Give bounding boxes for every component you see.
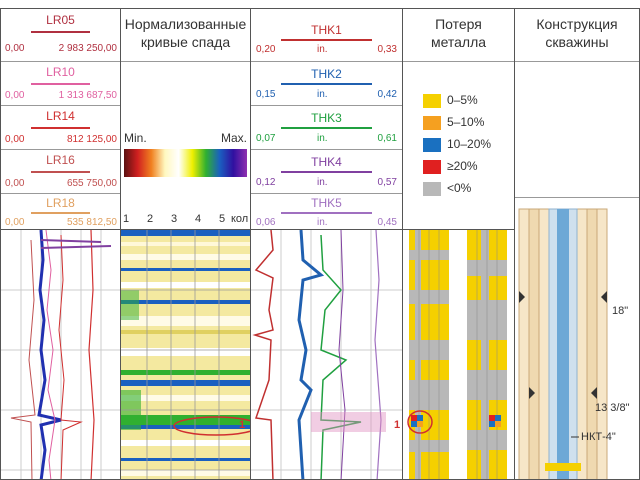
- color-scale-bar: [124, 149, 247, 177]
- lr16-min: 0,00: [5, 178, 25, 189]
- thk2-min: 0,15: [256, 89, 276, 100]
- decay-track: Нормализованные кривые спада Min. Max. 1…: [120, 8, 251, 480]
- thk1-label: THK1: [311, 23, 342, 37]
- metal-loss-track: Потеря металла 0–5% 5–10% 10–20% ≥20% <0…: [402, 8, 515, 480]
- legend-swatch-blue: [423, 137, 441, 152]
- metal-loss-strips: [407, 230, 507, 479]
- well-title-line1: Конструкция: [536, 16, 618, 32]
- lr18-max: 535 812,50: [66, 217, 117, 228]
- lr-track: LR05 0,00 2 983 250,00 LR10 0,00 1 313 6…: [0, 8, 121, 480]
- lr16-header: LR16 0,00 655 750,00: [1, 149, 120, 194]
- thk3-max: 0,61: [377, 133, 397, 144]
- scale-max-label: Max.: [220, 131, 247, 145]
- thk2-max: 0,42: [377, 89, 397, 100]
- lr05-min: 0,00: [5, 43, 25, 54]
- lr10-label: LR10: [46, 65, 75, 79]
- legend-ge20: ≥20%: [423, 155, 508, 177]
- well-schematic: [518, 208, 608, 479]
- well-title-line2: скважины: [545, 34, 609, 50]
- scale-min-label: Min.: [124, 131, 147, 145]
- thk-track: THK1 0,20 in. 0,33 THK2 0,15 in. 0,42 TH…: [250, 8, 403, 480]
- thk5-max: 0,45: [377, 217, 397, 228]
- decay-heatmap: [121, 230, 250, 479]
- lr16-label: LR16: [46, 153, 75, 167]
- tick-1: 1: [123, 213, 130, 225]
- thk4-header: THK4 0,12 in. 0,57: [251, 149, 402, 194]
- lr16-max: 655 750,00: [66, 178, 117, 189]
- thk1-header: THK1 0,20 in. 0,33: [251, 9, 402, 62]
- metal-loss-legend: 0–5% 5–10% 10–20% ≥20% <0%: [423, 89, 508, 199]
- lr05-header: LR05 0,00 2 983 250,00: [1, 9, 120, 62]
- legend-5-10: 5–10%: [423, 111, 508, 133]
- lr18-header: LR18 0,00 535 812,50: [1, 193, 120, 230]
- thk2-unit: in.: [317, 89, 328, 100]
- lr14-label: LR14: [46, 109, 75, 123]
- thk4-max: 0,57: [377, 177, 397, 188]
- well-construction-track: Конструкция скважины 18" 13 3/8" НКТ-4": [514, 8, 640, 480]
- lr05-max: 2 983 250,00: [58, 43, 117, 54]
- casing-18-label: 18": [612, 305, 629, 317]
- lr10-max: 1 313 687,50: [58, 90, 117, 101]
- thk5-min: 0,06: [256, 217, 276, 228]
- tick-2: 2: [147, 213, 154, 225]
- legend-0-5: 0–5%: [423, 89, 508, 111]
- thk5-unit: in.: [317, 217, 328, 228]
- casing-13-label: 13 3/8": [595, 402, 630, 414]
- thk1-unit: in.: [317, 44, 328, 55]
- thk4-label: THK4: [311, 155, 342, 169]
- thk3-unit: in.: [317, 133, 328, 144]
- metal-loss-title-line1: Потеря: [435, 16, 482, 32]
- tubing-label: НКТ-4": [581, 431, 616, 443]
- lr10-min: 0,00: [5, 90, 25, 101]
- thk3-label: THK3: [311, 111, 342, 125]
- thk5-header: THK5 0,06 in. 0,45: [251, 193, 402, 230]
- legend-swatch-yellow: [423, 93, 441, 108]
- tick-4: 4: [195, 213, 202, 225]
- thk3-header: THK3 0,07 in. 0,61: [251, 105, 402, 150]
- thk2-header: THK2 0,15 in. 0,42: [251, 61, 402, 106]
- legend-lt0: <0%: [423, 177, 508, 199]
- legend-swatch-orange: [423, 115, 441, 130]
- lr10-header: LR10 0,00 1 313 687,50: [1, 61, 120, 106]
- thk1-max: 0,33: [377, 44, 397, 55]
- decay-title-line1: Нормализованные: [124, 16, 247, 32]
- thk4-unit: in.: [317, 177, 328, 188]
- lr14-min: 0,00: [5, 134, 25, 145]
- legend-swatch-red: [423, 159, 441, 174]
- tick-5: 5: [219, 213, 226, 225]
- tick-3: 3: [171, 213, 178, 225]
- metal-loss-title-line2: металла: [430, 34, 487, 50]
- thk4-min: 0,12: [256, 177, 276, 188]
- thk-marker-1: 1: [394, 419, 401, 431]
- decay-title-line2: кривые спада: [140, 34, 231, 50]
- legend-swatch-grey: [423, 181, 441, 196]
- tick-unit: кол: [231, 213, 249, 225]
- lr14-header: LR14 0,00 812 125,00: [1, 105, 120, 150]
- thk1-min: 0,20: [256, 44, 276, 55]
- legend-10-20: 10–20%: [423, 133, 508, 155]
- thk-curves-plot: [251, 230, 402, 479]
- lr14-max: 812 125,00: [66, 134, 117, 145]
- lr05-label: LR05: [46, 13, 75, 27]
- thk2-label: THK2: [311, 67, 342, 81]
- lr-curves-plot: [1, 230, 120, 479]
- lr18-label: LR18: [46, 196, 75, 210]
- thk5-label: THK5: [311, 196, 342, 210]
- lr18-min: 0,00: [5, 217, 25, 228]
- thk3-min: 0,07: [256, 133, 276, 144]
- decay-marker-1: 1: [239, 419, 246, 431]
